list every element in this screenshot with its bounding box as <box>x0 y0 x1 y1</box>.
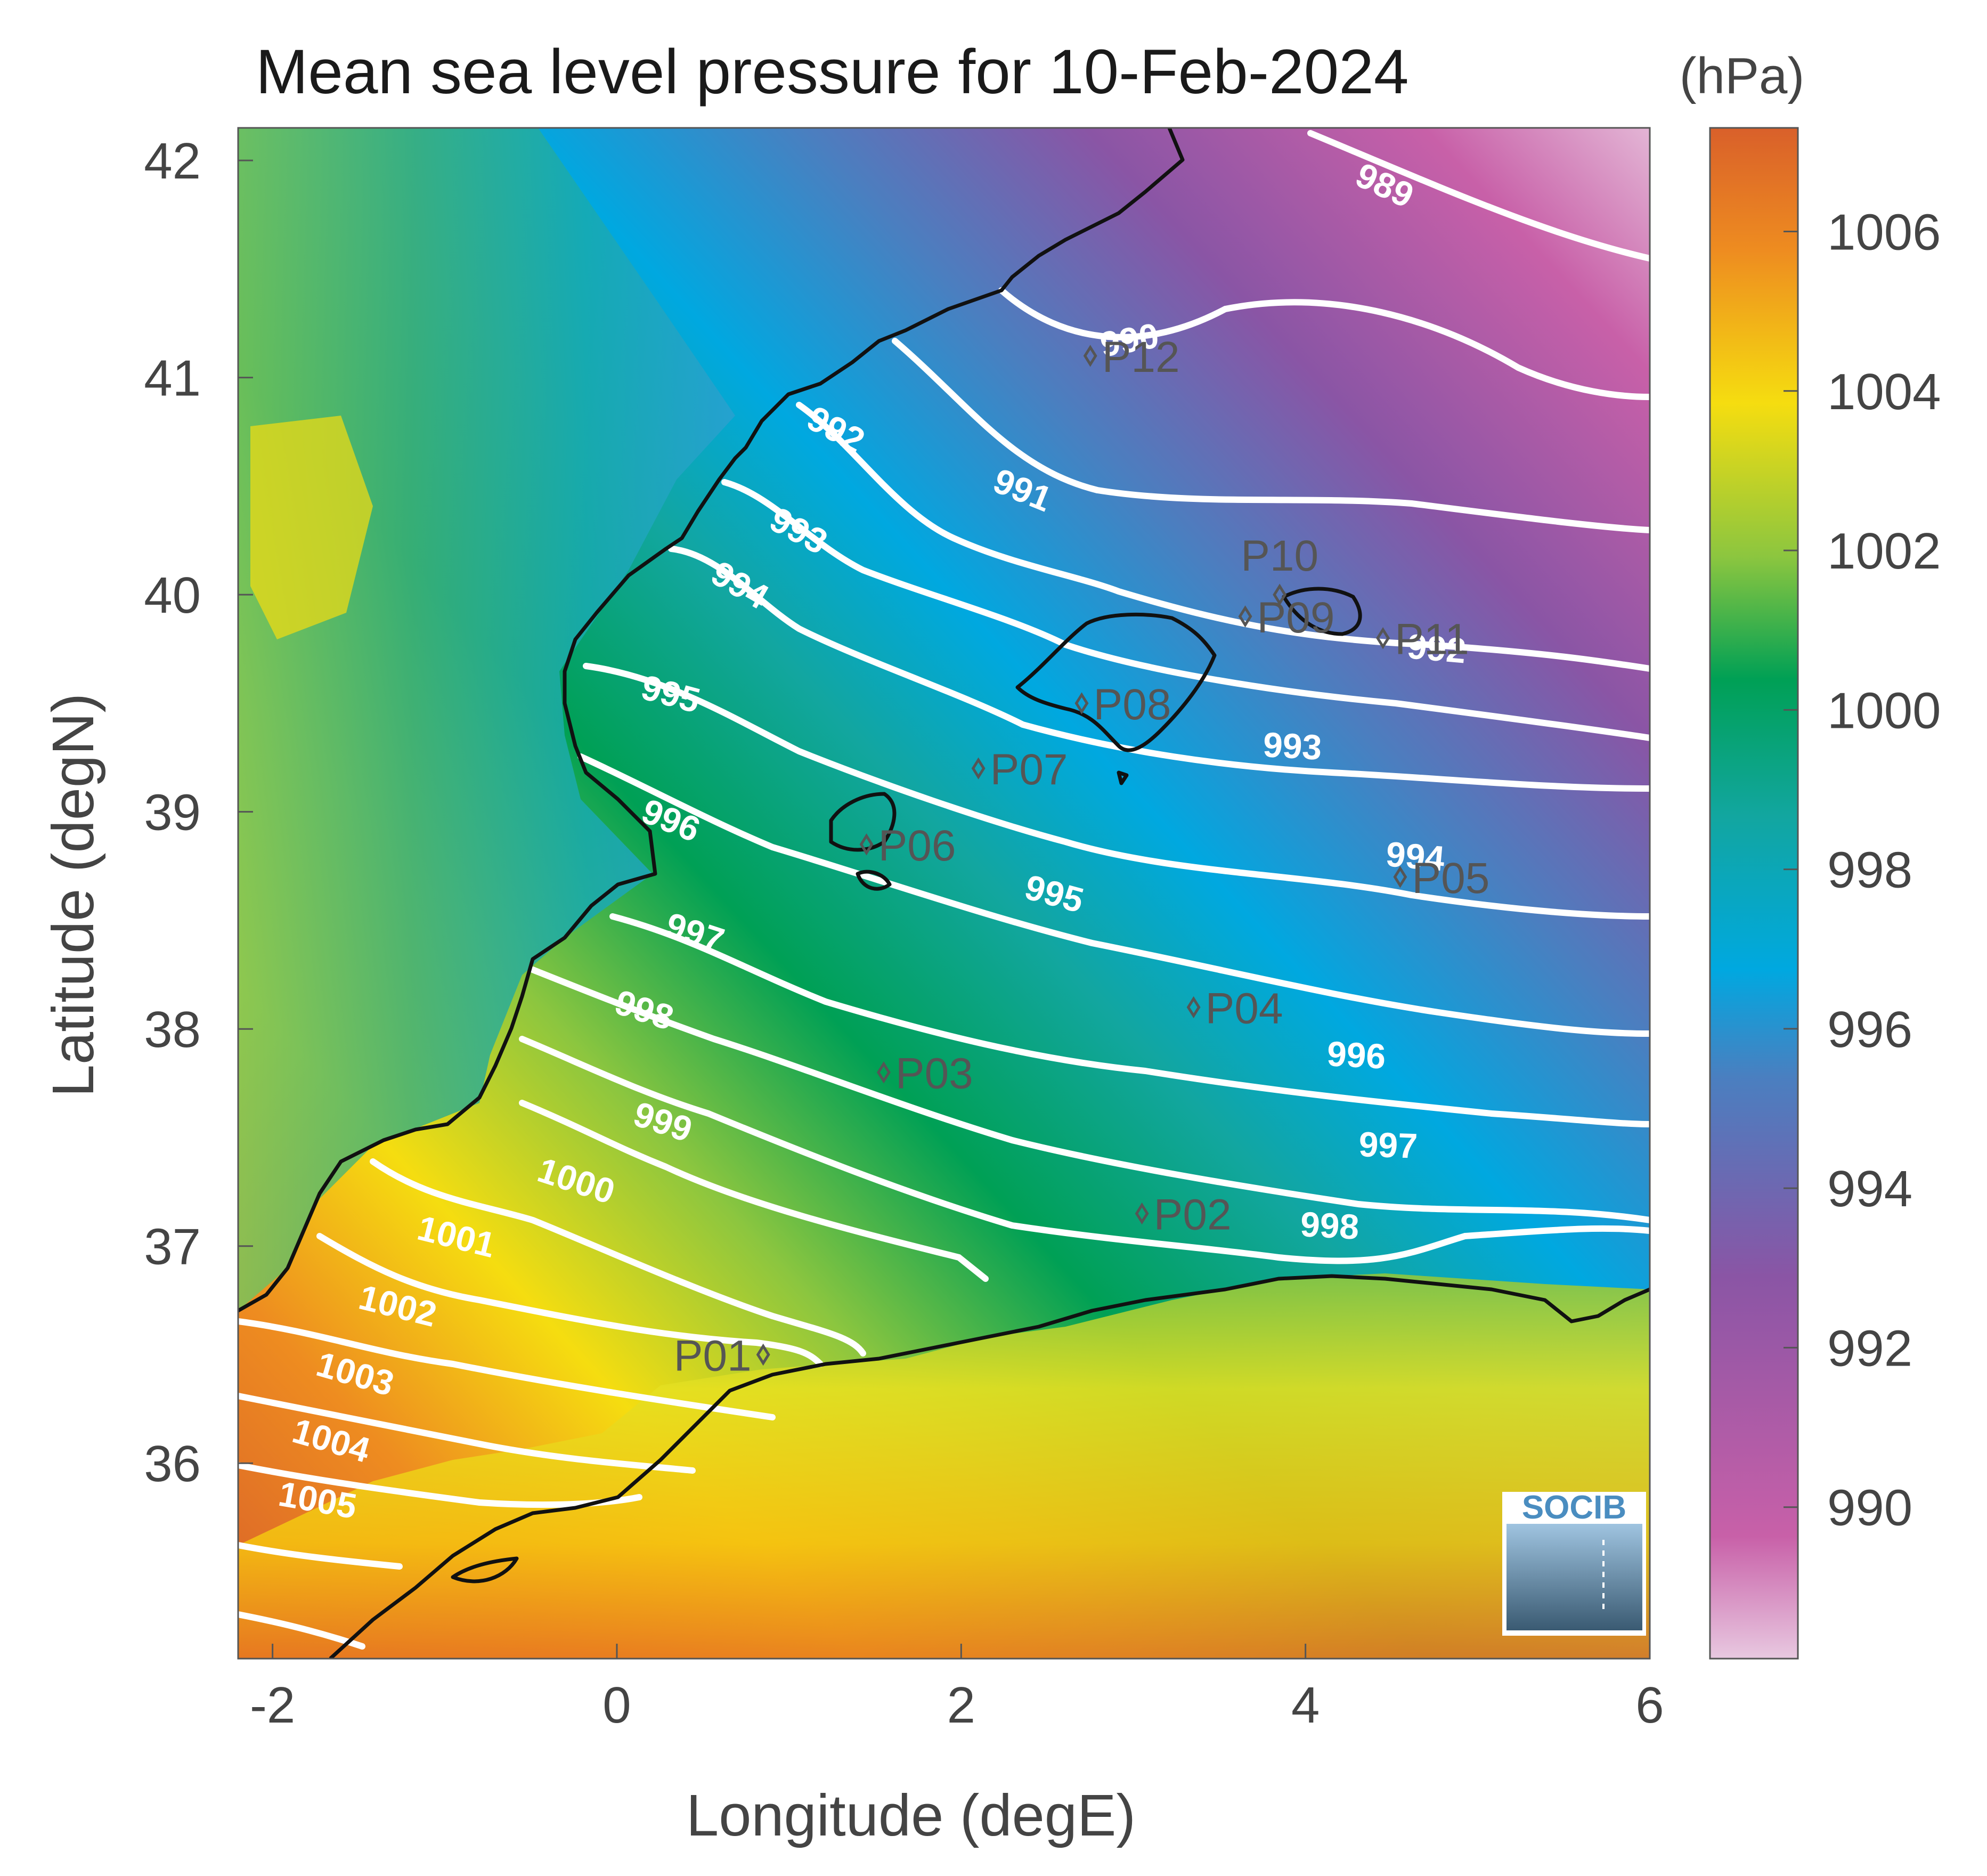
iberia-yellow-patch <box>250 416 373 639</box>
alboran-island <box>451 1556 519 1583</box>
y-tick-label: 36 <box>144 1435 201 1492</box>
colorbar-tick-label: 994 <box>1827 1160 1912 1217</box>
station-label: P03 <box>895 1050 973 1098</box>
map-title: Mean sea level pressure for 10-Feb-2024 <box>256 37 1409 107</box>
colorbar-tick-label: 1006 <box>1827 204 1941 261</box>
station-p02: P02 <box>1135 1191 1232 1239</box>
station-marker-icon <box>1186 996 1201 1019</box>
station-label: P05 <box>1412 854 1489 903</box>
contour-label: 994 <box>1385 834 1446 878</box>
menorca-island <box>1282 587 1362 636</box>
colorbar-tick-label: 996 <box>1827 1001 1912 1058</box>
station-p11: P11 <box>1376 615 1469 664</box>
station-marker-icon <box>1083 345 1097 367</box>
contour-label: 993 <box>1262 725 1323 767</box>
cabrera-island <box>1117 770 1129 785</box>
ibiza-island <box>829 792 897 852</box>
station-marker-icon <box>859 833 874 856</box>
colorbar-gradient <box>1709 127 1799 1660</box>
station-p07: P07 <box>971 745 1068 794</box>
y-tick-label: 37 <box>144 1219 201 1276</box>
station-label: P07 <box>990 745 1068 794</box>
colorbar-tick-label: 992 <box>1827 1320 1912 1377</box>
station-p09: P09 <box>1238 594 1335 642</box>
x-tick-label: 4 <box>1291 1677 1320 1734</box>
y-tick-label: 39 <box>144 784 201 841</box>
map-area: 989 990 991 992 992 993 993 994 994 995 … <box>238 128 1650 1659</box>
station-markers: P01 P02 P03 P04 P05 P06 P07 P08 P09 P10 P11 P12 <box>674 333 1490 1380</box>
station-p06: P06 <box>859 822 956 870</box>
x-tick-label: 6 <box>1635 1677 1664 1734</box>
station-label: P09 <box>1257 594 1335 642</box>
isobars <box>238 130 1650 1650</box>
x-tick-label: -2 <box>250 1677 295 1734</box>
station-p01: P01 <box>674 1331 770 1380</box>
station-marker-icon <box>1135 1202 1149 1225</box>
y-tick-label: 40 <box>144 567 201 624</box>
station-marker-icon <box>1238 605 1252 628</box>
colorbar-unit: (hPa) <box>1680 47 1805 104</box>
station-p10: P10 <box>1241 532 1318 606</box>
colorbar-tick-label: 998 <box>1827 842 1912 899</box>
x-axis-label: Longitude (degE) <box>686 1783 1136 1848</box>
contour-label: 997 <box>1358 1124 1419 1166</box>
y-axis: 42 41 40 39 38 37 36 <box>144 133 253 1492</box>
y-axis-label: Latitude (degN) <box>40 693 106 1097</box>
station-label: P10 <box>1241 532 1318 580</box>
formentera-island <box>856 870 892 891</box>
station-p03: P03 <box>876 1050 973 1098</box>
africa-land <box>238 1273 1650 1659</box>
station-label: P11 <box>1395 615 1469 664</box>
station-marker-icon <box>1074 692 1089 714</box>
station-marker-icon <box>1376 627 1390 649</box>
contour-label: 992 <box>1406 626 1468 670</box>
contour-label: 996 <box>1326 1034 1387 1076</box>
x-axis: -2 0 2 4 6 <box>250 1644 1664 1734</box>
y-tick-label: 41 <box>144 350 201 407</box>
socib-logo: SOCIB <box>1502 1489 1646 1636</box>
station-label: P06 <box>878 822 956 870</box>
station-p04: P04 <box>1186 984 1283 1033</box>
x-tick-label: 2 <box>947 1677 975 1734</box>
station-marker-icon <box>876 1061 891 1084</box>
logo-text: SOCIB <box>1522 1489 1626 1526</box>
station-marker-icon <box>756 1343 770 1366</box>
colorbar-tick-label: 1000 <box>1827 682 1941 739</box>
iberia-coastline <box>238 128 1185 1313</box>
station-p08: P08 <box>1074 680 1171 729</box>
africa-coastline <box>329 1274 1650 1659</box>
station-marker-icon <box>971 757 986 779</box>
station-label: P04 <box>1206 984 1283 1033</box>
x-tick-label: 0 <box>602 1677 631 1734</box>
station-label: P12 <box>1102 333 1180 381</box>
station-p05: P05 <box>1393 854 1489 903</box>
station-label: P01 <box>674 1331 752 1380</box>
y-tick-label: 38 <box>144 1001 201 1058</box>
isobar-labels: 989 990 991 992 992 993 993 994 994 995 … <box>276 155 1468 1526</box>
mallorca-island <box>1015 612 1217 752</box>
station-p12: P12 <box>1083 333 1180 381</box>
y-tick-label: 42 <box>144 133 201 190</box>
iberia-land <box>238 128 735 1311</box>
station-marker-icon <box>1273 583 1287 606</box>
colorbar-tick-label: 990 <box>1827 1480 1912 1537</box>
station-marker-icon <box>1393 866 1407 888</box>
colorbar-tick-label: 1004 <box>1827 363 1941 420</box>
station-label: P08 <box>1094 680 1171 729</box>
colorbar: (hPa) 1006 1004 1002 1000 998 996 994 992 990 <box>1680 47 1941 1660</box>
plot-frame <box>237 127 1651 1660</box>
colorbar-tick-label: 1002 <box>1827 523 1941 580</box>
contour-label: 998 <box>1299 1204 1360 1247</box>
colorbar-ticks: 1006 1004 1002 1000 998 996 994 992 990 <box>1784 204 1941 1537</box>
station-label: P02 <box>1154 1191 1232 1239</box>
